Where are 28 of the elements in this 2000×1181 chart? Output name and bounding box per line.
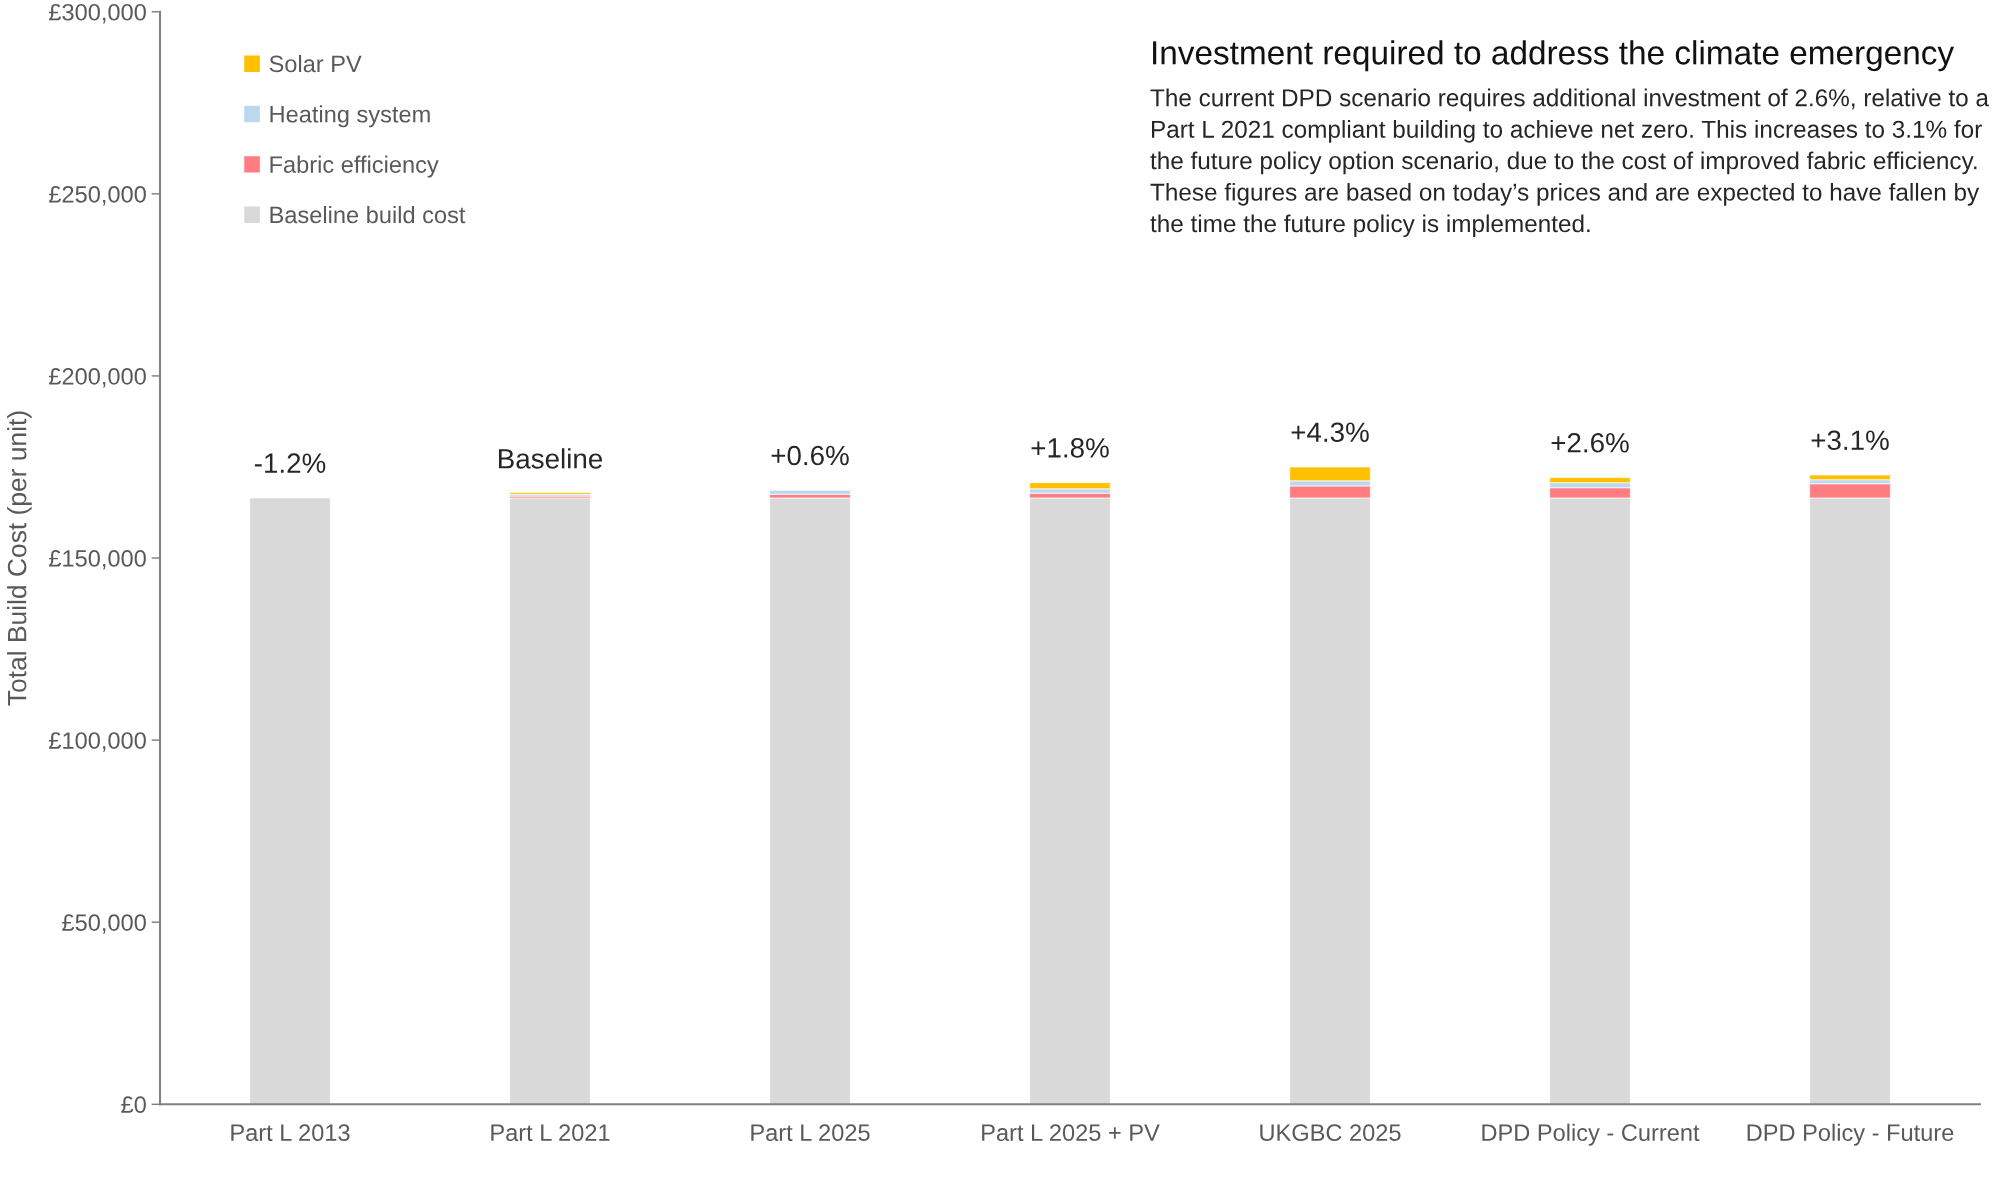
x-tick-label: Part L 2025 bbox=[751, 1124, 870, 1142]
y-tick-label: £150,000 bbox=[49, 550, 146, 570]
annotation: +0.6% bbox=[771, 445, 849, 466]
annotation: +1.8% bbox=[1031, 438, 1109, 458]
annotation: +2.6% bbox=[1551, 432, 1629, 453]
x-tick-label: Part L 2025 + PV bbox=[982, 1124, 1160, 1142]
legend-label: Baseline build cost bbox=[270, 205, 466, 224]
x-tick-label: Part L 2021 bbox=[491, 1124, 610, 1142]
text: Investment required to address the climate emergency bbox=[1153, 40, 1955, 72]
annotation: +3.1% bbox=[1811, 430, 1889, 451]
x-tick-label: DPD Policy - Current bbox=[1482, 1123, 1700, 1146]
x-tick-label: Part L 2013 bbox=[231, 1124, 350, 1142]
y-tick-label: £300,000 bbox=[49, 3, 146, 24]
legend-label: Fabric efficiency bbox=[270, 155, 439, 178]
legend-label: Heating system bbox=[270, 105, 430, 128]
y-tick-label: £250,000 bbox=[49, 185, 146, 206]
y-axis-title: Total Build Cost (per unit) bbox=[7, 411, 32, 706]
y-tick-label: £50,000 bbox=[62, 914, 146, 934]
legend-label: Solar PV bbox=[269, 54, 362, 73]
annotation: -1.2% bbox=[254, 453, 326, 473]
y-tick-label: £200,000 bbox=[49, 368, 146, 388]
x-tick-label: DPD Policy - Future bbox=[1747, 1123, 1954, 1146]
annotation: Baseline bbox=[499, 448, 603, 469]
y-tick-label: £100,000 bbox=[49, 732, 146, 752]
annotation: +4.3% bbox=[1291, 422, 1369, 443]
text: The current DPD scenario requires additional investment of 2.6%, relative to a Part L 2021 compliant building to achieve net zero. This increases to 3.1% for the future policy option scenario, due to the cost of improved fabric efficiency. These figures are based on today’s prices and are expected to have fallen by the time the future policy is implemented. bbox=[1150, 88, 1989, 238]
x-tick-label: UKGBC 2025 bbox=[1260, 1124, 1401, 1142]
y-tick-label: £0 bbox=[121, 1096, 146, 1114]
